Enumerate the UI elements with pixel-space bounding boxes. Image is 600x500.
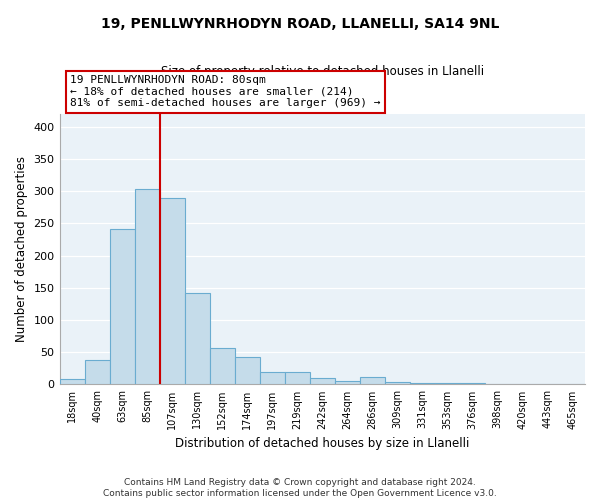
Bar [110,229,134,384]
Bar [160,198,185,384]
Bar [285,372,310,384]
Bar [209,348,235,384]
Text: 19, PENLLWYNRHODYN ROAD, LLANELLI, SA14 9NL: 19, PENLLWYNRHODYN ROAD, LLANELLI, SA14 … [101,18,499,32]
Bar [410,383,435,384]
Bar [85,360,110,384]
Bar [260,372,285,384]
Text: 19 PENLLWYNRHODYN ROAD: 80sqm
← 18% of detached houses are smaller (214)
81% of : 19 PENLLWYNRHODYN ROAD: 80sqm ← 18% of d… [70,76,380,108]
Bar [235,356,260,384]
Bar [335,381,360,384]
Bar [460,383,485,384]
Text: Contains HM Land Registry data © Crown copyright and database right 2024.
Contai: Contains HM Land Registry data © Crown c… [103,478,497,498]
Bar [435,383,460,384]
Bar [59,380,85,384]
Bar [360,376,385,384]
Bar [134,190,160,384]
Bar [310,378,335,384]
Bar [385,382,410,384]
Bar [185,293,209,384]
Y-axis label: Number of detached properties: Number of detached properties [15,156,28,342]
X-axis label: Distribution of detached houses by size in Llanelli: Distribution of detached houses by size … [175,437,469,450]
Title: Size of property relative to detached houses in Llanelli: Size of property relative to detached ho… [161,65,484,78]
